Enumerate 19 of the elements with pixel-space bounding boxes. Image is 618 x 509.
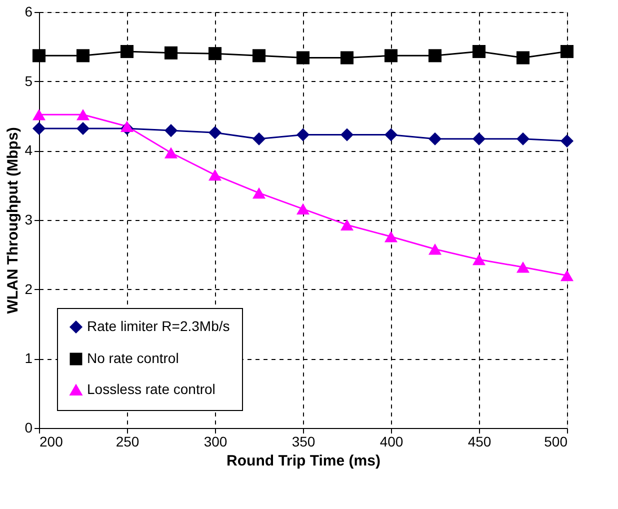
x-tick-label: 200 [40,434,64,450]
x-tick-label: 300 [204,434,228,450]
y-tick-label: 6 [24,4,33,20]
x-tick-label: 450 [468,434,492,450]
legend-label: No rate control [87,350,179,366]
y-tick-label: 5 [24,72,33,89]
y-axis-title: WLAN Throughput (Mbps) [4,127,22,314]
x-tick-label: 250 [116,434,140,450]
legend-label: Rate limiter R=2.3Mb/s [87,318,230,334]
y-tick-label: 1 [24,350,33,366]
x-tick-label: 350 [292,434,316,450]
x-tick-label: 500 [544,434,568,450]
y-tick-label: 0 [24,420,33,436]
y-tick-label: 4 [24,142,33,158]
y-tick-label: 3 [24,212,33,228]
y-tick-label: 2 [24,280,33,297]
x-tick-label: 400 [380,434,404,450]
x-axis-title: Round Trip Time (ms) [226,452,380,470]
legend-label: Lossless rate control [87,381,216,397]
